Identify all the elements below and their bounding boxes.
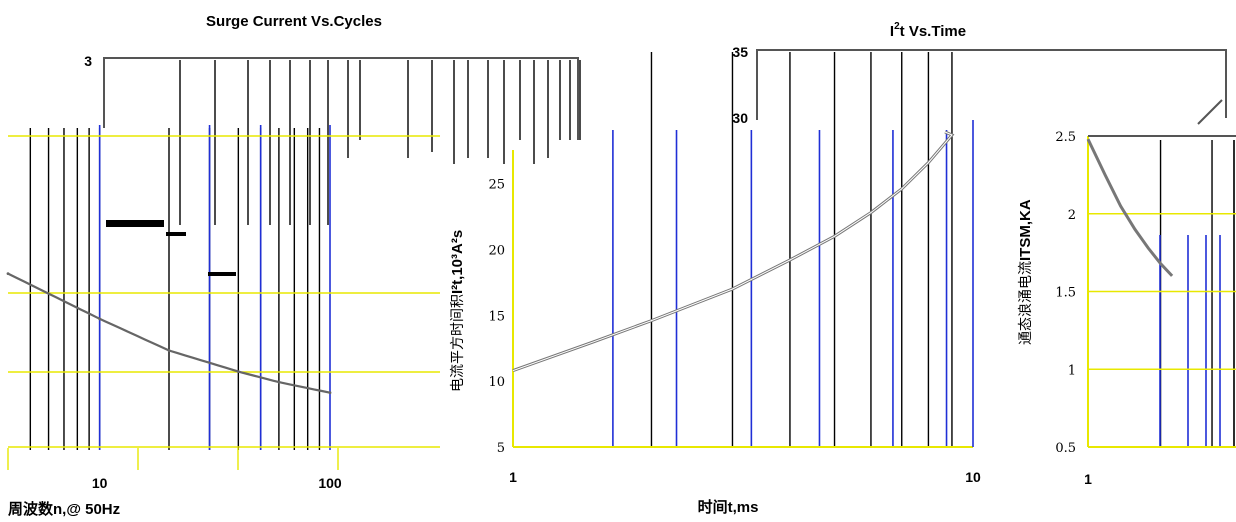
chart2-title: I2t Vs.Time [890, 21, 966, 40]
chart2-series-tail [1197, 99, 1223, 125]
chart2-y-axis-label: 电流平方时间积I²t,10³A²s [449, 230, 466, 392]
chart2-y-tick: 20 [488, 244, 505, 259]
chart3-y-tick: 2.5 [1055, 130, 1076, 145]
chart2-y-tick: 25 [488, 178, 505, 193]
chart1-plot-frame [103, 57, 579, 140]
chart3-y-tick: 2 [1068, 208, 1076, 223]
chart1-point [6, 272, 10, 275]
chart2-title-rest: t Vs.Time [900, 23, 966, 40]
chart2-title-sup: 2 [894, 21, 900, 32]
chart2-x-ticks: 1 10 [509, 469, 981, 485]
chart3-y-ticks: 2.5 2 1.5 1 0.5 [1055, 130, 1076, 456]
chart-itsm: 2.5 2 1.5 1 0.5 1 通态浪涌电流ITSM,KA [1017, 130, 1236, 487]
chart1-points [6, 272, 332, 395]
chart3-x-tick: 1 [1084, 471, 1092, 487]
chart2-y-tick: 10 [488, 375, 505, 390]
chart2-y-tick: 5 [497, 441, 505, 456]
chart3-y-tick: 1 [1068, 363, 1076, 378]
chart2-y-ticks: 35 30 25 20 15 10 5 [488, 44, 748, 456]
chart3-x-ticks: 1 [1084, 471, 1092, 487]
chart2-x-axis-label: 时间t,ms [698, 498, 759, 516]
chart1-point [236, 370, 240, 373]
chart1-bar-segment [106, 220, 164, 227]
chart3-y-axis-label: 通态浪涌电流ITSM,KA [1017, 199, 1034, 345]
chart3-y-axis-label-unit: ITSM,KA [1017, 199, 1034, 261]
chart2-y-axis-label-unit: I²t,10³A²s [449, 230, 466, 294]
chart1-x-ticks: 10 100 [92, 475, 342, 491]
chart-surge-current: Surge Current Vs.Cycles 3 10 100 周波数n,@ 5… [6, 13, 581, 518]
chart3-y-tick: 0.5 [1055, 441, 1076, 456]
chart1-point [98, 317, 102, 321]
chart2-y-tick: 35 [732, 44, 748, 60]
chart1-bar-segment [208, 272, 236, 276]
chart2-title-main: I [890, 23, 894, 40]
chart1-x-axis-label: 周波数n,@ 50Hz [8, 500, 120, 518]
chart1-title: Surge Current Vs.Cycles [206, 13, 382, 30]
chart1-x-tick: 100 [318, 475, 342, 491]
chart1-y-tick-3: 3 [84, 53, 92, 69]
chart1-point [328, 391, 332, 395]
chart1-x-tick: 10 [92, 475, 108, 491]
chart2-plot-frame [756, 49, 1227, 120]
chart1-point [277, 380, 281, 384]
chart1-bar-segment [166, 232, 186, 236]
chart2-y-tick: 15 [488, 309, 505, 324]
chart2-y-axis-label-cn: 电流平方时间积 [450, 294, 466, 392]
chart3-y-axis-label-cn: 通态浪涌电流 [1018, 261, 1034, 345]
chart3-y-tick: 1.5 [1055, 286, 1076, 301]
chart1-point [167, 349, 171, 352]
chart2-grid [512, 52, 1223, 448]
chart2-series-highlight [512, 131, 953, 372]
chart3-grid [1087, 136, 1236, 448]
chart2-x-tick: 1 [509, 469, 517, 485]
chart2-x-tick: 10 [965, 469, 981, 485]
chart1-grid [7, 60, 581, 470]
chart3-series-line [1086, 138, 1174, 277]
chart2-y-tick: 30 [732, 110, 748, 126]
